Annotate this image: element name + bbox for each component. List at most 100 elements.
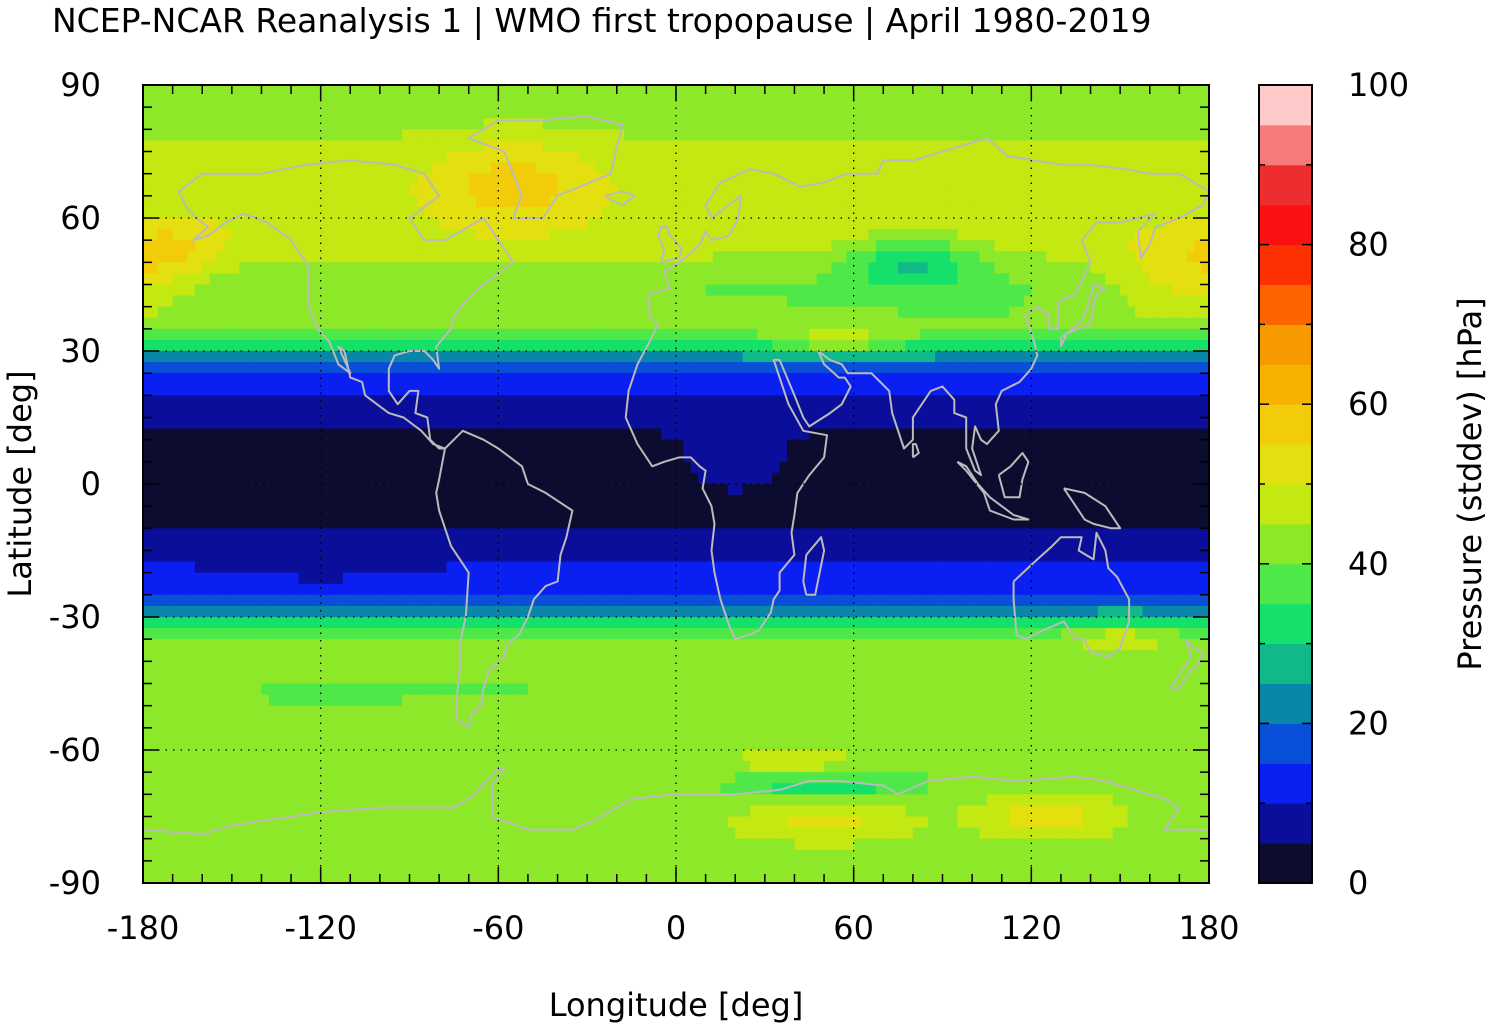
heatmap-cell (150, 417, 159, 430)
heatmap-cell (231, 273, 240, 286)
heatmap-cell (683, 140, 692, 153)
heatmap-cell (165, 273, 174, 286)
heatmap-cell (202, 306, 211, 319)
heatmap-cell (587, 461, 596, 474)
heatmap-cell (224, 428, 233, 441)
heatmap-cell (1097, 262, 1106, 275)
heatmap-cell (172, 273, 181, 286)
heatmap-cell (1179, 417, 1188, 430)
heatmap-cell (979, 173, 988, 186)
heatmap-cell (557, 373, 566, 385)
heatmap-cell (883, 317, 892, 330)
heatmap-cell (1186, 428, 1195, 441)
heatmap-cell (187, 306, 196, 319)
heatmap-cell (180, 373, 189, 385)
heatmap-cell (661, 118, 670, 130)
heatmap-cell (735, 129, 744, 142)
heatmap-cell (542, 373, 551, 385)
heatmap-cell (357, 206, 366, 219)
heatmap-cell (254, 129, 263, 142)
heatmap-cell (439, 306, 448, 319)
heatmap-cell (187, 284, 196, 297)
heatmap-cell (875, 384, 884, 396)
heatmap-cell (342, 417, 351, 430)
heatmap-cell (224, 295, 233, 308)
heatmap-cell (143, 206, 151, 219)
heatmap-cell (476, 295, 485, 308)
heatmap-cell (150, 206, 159, 219)
heatmap-cell (202, 206, 211, 219)
heatmap-cell (1201, 184, 1210, 197)
heatmap-cell (927, 162, 936, 175)
heatmap-cell (498, 406, 507, 419)
heatmap-cell (853, 373, 862, 385)
heatmap-cell (379, 439, 388, 452)
heatmap-cell (276, 406, 285, 419)
heatmap-cell (912, 351, 921, 363)
heatmap-cell (661, 395, 670, 408)
heatmap-cell (394, 173, 403, 186)
heatmap-cell (283, 373, 292, 385)
heatmap-cell (690, 140, 699, 153)
heatmap-cell (594, 273, 603, 286)
heatmap-cell (231, 351, 240, 363)
heatmap-cell (587, 351, 596, 363)
heatmap-cell (1023, 384, 1032, 396)
heatmap-cell (165, 406, 174, 419)
heatmap-cell (320, 229, 329, 241)
heatmap-cell (764, 96, 773, 108)
heatmap-cell (202, 384, 211, 396)
heatmap-cell (972, 273, 981, 286)
heatmap-cell (1053, 240, 1062, 252)
heatmap-cell (698, 162, 707, 175)
heatmap-cell (816, 439, 825, 452)
heatmap-cell (972, 439, 981, 452)
heatmap-cell (609, 162, 618, 175)
heatmap-cell (276, 273, 285, 286)
heatmap-cell (986, 162, 995, 175)
heatmap-cell (683, 173, 692, 186)
heatmap-cell (653, 107, 662, 119)
heatmap-cell (461, 184, 470, 197)
heatmap-cell (875, 140, 884, 153)
heatmap-cell (424, 262, 433, 275)
heatmap-cell (942, 262, 951, 275)
heatmap-cell (520, 373, 529, 385)
heatmap-cell (209, 129, 218, 142)
heatmap-cell (513, 173, 522, 186)
heatmap-cell (217, 195, 226, 208)
heatmap-cell (757, 162, 766, 175)
heatmap-cell (1171, 195, 1180, 208)
heatmap-cell (750, 85, 759, 97)
heatmap-cell (1171, 295, 1180, 308)
heatmap-cell (572, 284, 581, 297)
heatmap-cell (187, 317, 196, 330)
heatmap-cell (1016, 184, 1025, 197)
heatmap-cell (276, 461, 285, 474)
heatmap-cell (949, 195, 958, 208)
heatmap-cell (979, 373, 988, 385)
heatmap-cell (202, 450, 211, 463)
heatmap-cell (742, 118, 751, 130)
heatmap-cell (409, 151, 418, 164)
heatmap-cell (779, 262, 788, 275)
heatmap-cell (350, 273, 359, 286)
heatmap-cell (328, 295, 337, 308)
heatmap-cell (1046, 373, 1055, 385)
heatmap-cell (490, 406, 499, 419)
heatmap-cell (1068, 195, 1077, 208)
heatmap-cell (972, 306, 981, 319)
heatmap-cell (824, 107, 833, 119)
heatmap-cell (1090, 328, 1099, 341)
heatmap-cell (1157, 362, 1166, 374)
heatmap-cell (972, 450, 981, 463)
heatmap-cell (1046, 195, 1055, 208)
heatmap-cell (668, 151, 677, 164)
heatmap-cell (1075, 229, 1084, 241)
heatmap-cell (994, 339, 1003, 352)
heatmap-cell (268, 129, 277, 142)
heatmap-cell (824, 162, 833, 175)
heatmap-cell (683, 151, 692, 164)
heatmap-cell (772, 195, 781, 208)
heatmap-cell (1023, 229, 1032, 241)
